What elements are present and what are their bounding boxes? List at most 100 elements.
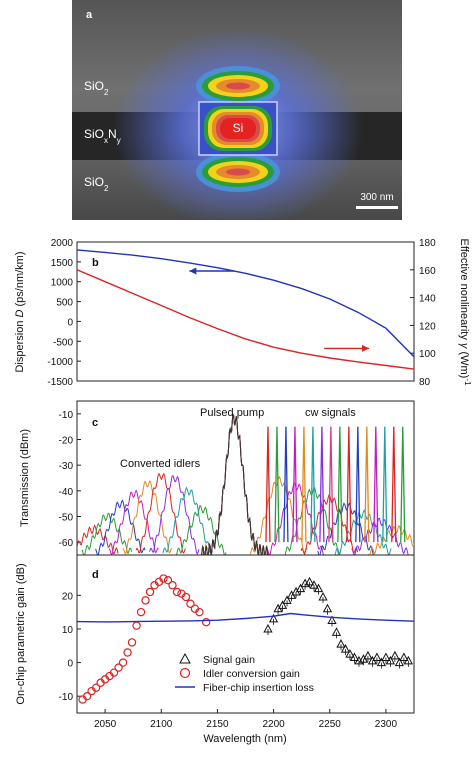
legend-label: Signal gain [203, 654, 255, 666]
idler-gain-point [159, 574, 168, 583]
idler-trace [95, 499, 146, 555]
signal-gain-point [331, 627, 342, 636]
legend-label: Fiber-chip insertion loss [203, 682, 314, 694]
legend-label: Idler conversion gain [203, 668, 300, 680]
signal-gain-point [372, 652, 382, 662]
tick-label: -30 [59, 461, 74, 472]
tick-label: -40 [59, 487, 74, 498]
signal-shoulder-trace [249, 475, 308, 555]
signal-gain-point [385, 655, 396, 665]
signal-gain-point [268, 613, 279, 623]
pump-trace [201, 412, 269, 555]
panel-b-dispersion-chart: -1500 -1000 -500 0 500 1000 1500 2000 80 100 120 1… [14, 238, 473, 388]
cw-signal-spike [391, 426, 397, 543]
legend-marker-signal [179, 652, 191, 664]
cw-signal-spike [355, 426, 361, 543]
signal-gain-point [376, 657, 387, 667]
panel-b-label: b [92, 257, 99, 269]
cw-signal-spike [364, 426, 370, 543]
signal-gain-point [390, 650, 400, 660]
tick-label-left: 1500 [51, 258, 74, 269]
cw-signal-spike [337, 426, 343, 543]
idler-gain-point [136, 607, 146, 617]
signal-gain-point [322, 603, 333, 613]
axis-label-wavelength: Wavelength (nm) [203, 733, 286, 745]
cw-signal-spike [328, 426, 334, 543]
idler-trace [135, 472, 186, 554]
panel-a-label: a [86, 9, 93, 21]
plot-frame-c [76, 400, 415, 556]
tick-label: -20 [59, 436, 74, 447]
pump-trace [201, 412, 269, 555]
idler-gain-point [163, 576, 173, 585]
tick-label-left: -1500 [47, 377, 73, 388]
tick-label-right: 120 [419, 321, 436, 332]
panel-a-mode-image: a SiO2 SiOxNy SiO2 Si 300 nm [72, 0, 402, 220]
idler-gain-point [195, 607, 204, 617]
signal-gain-point [304, 576, 315, 586]
tick-label-right: 180 [419, 238, 436, 249]
cw-signal-spike [382, 426, 388, 543]
series-insertion-loss-line [77, 612, 414, 623]
idler-trace [77, 524, 119, 555]
axis-label-transmission: Transmission (dBm) [19, 429, 31, 527]
axis-arrow-head [362, 344, 370, 352]
idler-trace [122, 480, 173, 555]
signal-gain-point [313, 583, 324, 593]
tick-label-left: 0 [67, 317, 73, 328]
tick-label-left: -500 [53, 337, 73, 348]
annotation-pulsed-pump: Pulsed pump [200, 407, 264, 419]
idler-gain-point [145, 587, 155, 597]
idler-gain-point [82, 691, 92, 701]
panel-d-label: d [92, 569, 99, 581]
plot-frame-b [76, 241, 415, 382]
scalebar [356, 206, 398, 209]
pump-trace [201, 413, 269, 555]
idler-trace [162, 486, 213, 555]
signal-gain-point [363, 650, 373, 660]
cw-signal-spike [319, 426, 325, 543]
signal-gain-point [309, 580, 319, 589]
signal-gain-point [381, 652, 391, 662]
tick-label-left: 500 [56, 298, 73, 309]
tick-label: 0 [67, 659, 73, 670]
idler-gain-point [114, 663, 123, 672]
cw-signal-spike [283, 426, 289, 543]
signal-gain-point [282, 595, 292, 604]
cw-signal-spike [310, 426, 316, 543]
pump-trace [201, 412, 269, 555]
signal-gain-point [349, 652, 360, 662]
tick-label: -50 [59, 513, 74, 524]
idler-gain-point [181, 592, 191, 602]
idler-trace [81, 512, 133, 555]
tick-label: -60 [59, 538, 74, 549]
signal-gain-point [403, 655, 414, 665]
tick-label-x: 2050 [94, 719, 117, 730]
tick-label: 10 [62, 625, 74, 636]
panel-c-transmission-chart: -60 -50 -40 -30 -20 -10 c Pulsed pump cw sign… [19, 400, 415, 556]
axis-arrow-head [189, 267, 197, 275]
tick-label-x: 2100 [150, 719, 173, 730]
cw-signal-spike [346, 426, 352, 543]
pump-trace [201, 414, 269, 555]
idler-trace [108, 489, 159, 555]
tick-label-x: 2200 [262, 719, 285, 730]
signal-gain-point [394, 657, 405, 667]
tick-label-x: 2250 [319, 719, 342, 730]
tick-label-left: 1000 [51, 278, 74, 289]
tick-label: -10 [59, 410, 74, 421]
signal-gain-point [327, 615, 337, 625]
signal-shoulder-trace [351, 517, 409, 555]
idler-gain-point [91, 683, 101, 692]
signal-gain-point [295, 583, 306, 593]
legend: Signal gain Idler conversion gain Fiber-ch… [175, 652, 314, 694]
idler-gain-point [109, 668, 119, 677]
tick-label-left: -1000 [47, 357, 73, 368]
legend-marker-idler [179, 667, 191, 679]
idler-gain-point [201, 618, 211, 627]
series-dispersion-line [77, 269, 414, 370]
idler-trace [149, 474, 200, 555]
signal-shoulder-trace [367, 524, 414, 555]
idler-gain-point [168, 581, 177, 590]
si-core-mode [204, 106, 272, 151]
